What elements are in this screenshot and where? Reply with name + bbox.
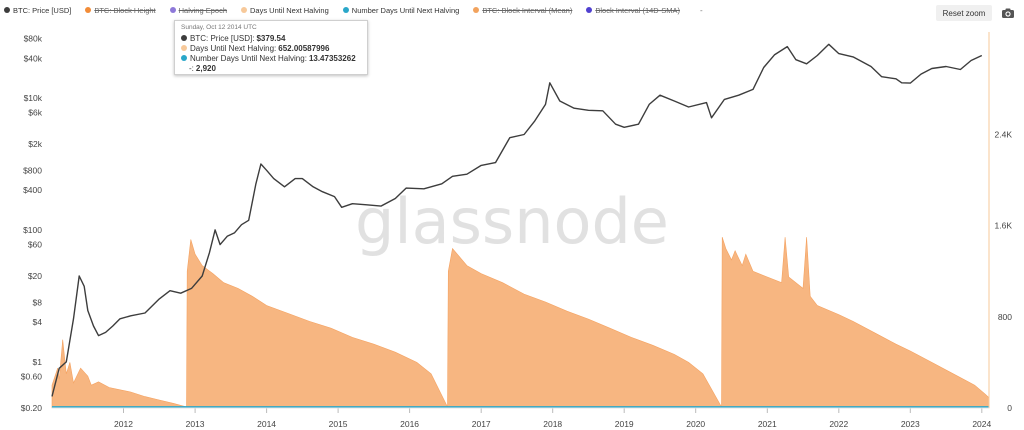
- x-axis-tick-label: 2019: [615, 419, 634, 429]
- tooltip-dot: [181, 35, 187, 41]
- x-axis-tick-label: 2017: [472, 419, 491, 429]
- x-axis-tick-label: 2018: [543, 419, 562, 429]
- watermark: glassnode: [355, 185, 669, 258]
- tooltip-row-price: BTC: Price [USD]: $379.54: [181, 33, 285, 43]
- x-axis-tick-label: 2015: [329, 419, 348, 429]
- tooltip-row-extra: -: 2,920: [189, 63, 216, 73]
- x-axis-tick-label: 2012: [114, 419, 133, 429]
- legend-marker: [241, 7, 247, 13]
- legend-marker: [169, 7, 176, 13]
- tooltip-label: Number Days Until Next Halving: [190, 53, 305, 63]
- x-axis: 2012 2013 2014 2015 2016 2017 2018 2019 2020 2021…: [114, 408, 992, 429]
- legend-label: BTC: Block Interval (Mean): [482, 5, 573, 15]
- legend-label: Halving Epoch: [178, 5, 227, 15]
- legend: BTC: Price [USD] BTC: Block Height Halving…: [4, 3, 703, 17]
- left-axis-tick-label: $0.60: [21, 372, 43, 382]
- legend-marker: [85, 7, 92, 13]
- tooltip-row-days: Days Until Next Halving:652.00587996: [181, 43, 329, 53]
- tooltip-dot: [181, 45, 187, 51]
- tooltip-value: 2,920: [195, 63, 216, 73]
- tooltip-value: $379.54: [256, 33, 286, 43]
- tooltip-date: Sunday, Oct 12 2014 UTC: [181, 24, 257, 31]
- tooltip-label: BTC: Price [USD]: [190, 33, 253, 43]
- left-axis-tick-label: $6k: [28, 108, 42, 118]
- legend-label: Block Interval (14D-SMA): [595, 5, 680, 15]
- series-btc-price: [51, 43, 983, 397]
- left-axis-tick-label: $10k: [24, 93, 43, 103]
- tooltip-label: Days Until Next Halving: [190, 43, 275, 53]
- tooltip-dot: [181, 55, 187, 61]
- left-axis-tick-label: $80k: [24, 33, 43, 43]
- legend-item[interactable]: Days Until Next Halving: [241, 6, 329, 15]
- legend-item[interactable]: Number Days Until Next Halving: [342, 5, 460, 15]
- left-axis-tick-label: $800: [23, 165, 42, 175]
- legend-item[interactable]: BTC: Block Interval (Mean): [473, 6, 572, 15]
- legend-more: -: [699, 5, 703, 15]
- legend-label: Days Until Next Halving: [250, 5, 329, 15]
- right-axis-tick-label: 0: [1007, 403, 1012, 413]
- legend-marker: [4, 7, 10, 13]
- left-axis-tick-label: $20: [28, 271, 42, 281]
- legend-marker: [473, 7, 480, 13]
- series-days-until-next-halving: [51, 237, 990, 409]
- legend-label: Number Days Until Next Halving: [351, 5, 460, 15]
- left-axis-tick-label: $400: [23, 185, 42, 195]
- x-axis-tick-label: 2013: [186, 419, 205, 429]
- legend-item[interactable]: Halving Epoch: [169, 5, 227, 15]
- right-axis-tick-label: 2.4K: [995, 130, 1013, 140]
- legend-item[interactable]: Block Interval (14D-SMA): [586, 6, 680, 15]
- tooltip-value: 13.47353262: [308, 53, 356, 63]
- left-axis-tick-label: $0.20: [21, 403, 43, 413]
- reset-zoom-button[interactable]: Reset zoom: [936, 5, 992, 21]
- x-axis-tick-label: 2020: [686, 419, 705, 429]
- right-axis-tick-label: 1.6K: [995, 221, 1013, 231]
- x-axis-tick-label: 2021: [758, 419, 777, 429]
- tooltip-value: 652.00587996: [278, 43, 330, 53]
- legend-item[interactable]: BTC: Price [USD]: [4, 6, 71, 15]
- left-axis-tick-label: $100: [23, 225, 42, 235]
- legend-marker: [342, 7, 349, 13]
- left-axis-tick-label: $8: [33, 297, 43, 307]
- left-axis-tick-label: $60: [28, 240, 42, 250]
- right-axis-tick-label: 800: [998, 312, 1012, 322]
- left-axis-tick-label: $4: [33, 317, 43, 327]
- legend-marker: [586, 7, 593, 13]
- legend-label: BTC: Price [USD]: [13, 5, 72, 15]
- legend-label: BTC: Block Height: [94, 5, 156, 15]
- tooltip-label: -:: [189, 63, 194, 73]
- right-axis: 0 800 1.6K 2.4K: [995, 130, 1013, 414]
- x-axis-tick-label: 2022: [829, 419, 848, 429]
- legend-item[interactable]: BTC: Block Height: [85, 5, 156, 15]
- price-layer: [51, 43, 983, 397]
- area-layer: [51, 237, 990, 409]
- left-axis-tick-label: $2k: [28, 139, 42, 149]
- tooltip-row-number-days: Number Days Until Next Halving:13.473532…: [181, 53, 356, 63]
- x-axis-tick-label: 2024: [972, 419, 991, 429]
- left-axis: $80k $40k $10k $6k $2k $800 $400 $100 $60 $20 $8 $4…: [21, 33, 43, 413]
- x-axis-tick-label: 2016: [400, 419, 419, 429]
- x-axis-tick-label: 2014: [257, 419, 276, 429]
- left-axis-tick-label: $40k: [24, 53, 43, 63]
- left-axis-tick-label: $1: [33, 357, 43, 367]
- x-axis-tick-label: 2023: [901, 419, 920, 429]
- camera-icon[interactable]: [1000, 5, 1016, 21]
- tooltip: Sunday, Oct 12 2014 UTC BTC: Price [USD]…: [174, 20, 368, 75]
